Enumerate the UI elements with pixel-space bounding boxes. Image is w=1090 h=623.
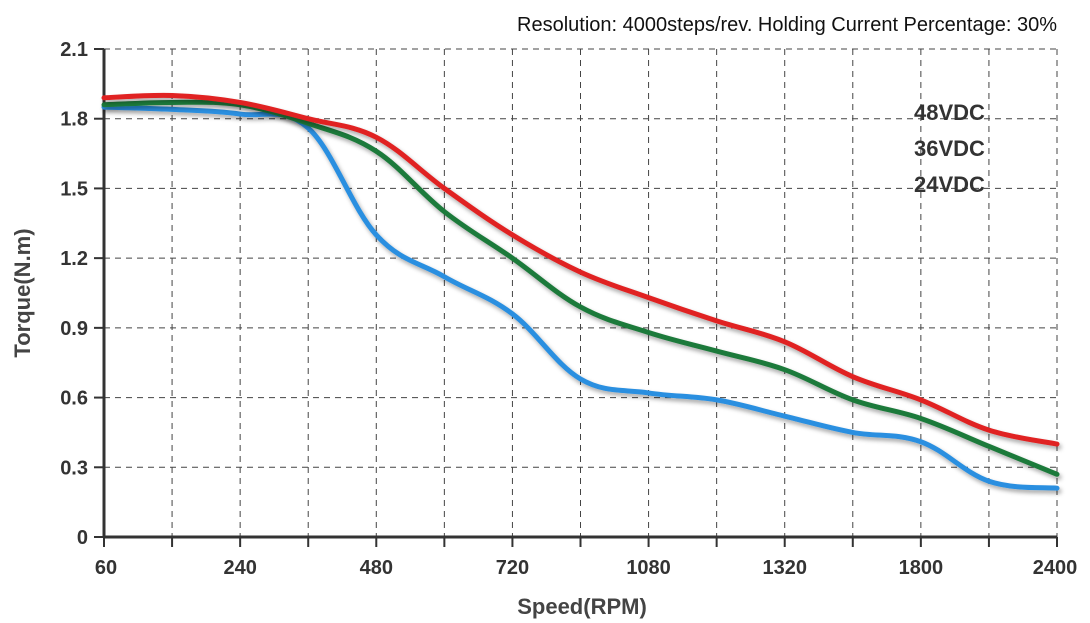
y-tick-label: 1.8 — [60, 109, 88, 131]
x-tick-label: 1080 — [626, 557, 671, 579]
x-tick-label: 240 — [223, 557, 256, 579]
legend-label-24vdc: 24VDC — [914, 172, 985, 197]
x-axis-title: Speed(RPM) — [517, 594, 647, 619]
y-tick-label: 0.9 — [60, 318, 88, 340]
x-tick-label: 2400 — [1033, 557, 1078, 579]
grid-lines — [104, 48, 1058, 537]
x-tick-label: 720 — [496, 557, 529, 579]
series-lines — [101, 92, 1060, 491]
y-tick-label: 1.5 — [60, 178, 88, 200]
legend-label-48vdc: 48VDC — [914, 100, 985, 125]
legend-label-36vdc: 36VDC — [914, 136, 985, 161]
x-tick-label: 480 — [360, 557, 393, 579]
y-tick-label: 1.2 — [60, 248, 88, 270]
y-tick-label: 0.3 — [60, 457, 88, 479]
y-tick-label: 2.1 — [60, 39, 88, 61]
x-tick-label: 1800 — [899, 557, 944, 579]
chart-subtitle: Resolution: 4000steps/rev. Holding Curre… — [517, 14, 1057, 36]
series-line-48vdc — [101, 92, 1060, 447]
y-axis-title: Torque(N.m) — [10, 228, 35, 357]
y-tick-label: 0.6 — [60, 388, 88, 410]
legend: 48VDC 36VDC 24VDC — [849, 100, 985, 197]
x-tick-label: 60 — [95, 557, 117, 579]
series-line-24vdc — [101, 104, 1060, 491]
y-tick-label: 0 — [77, 527, 88, 549]
x-tick-label: 1320 — [762, 557, 807, 579]
axes: 0 0.3 0.6 0.9 1.2 1.5 1.8 2.1 60 240 480 720 1080 132… — [60, 39, 1077, 579]
